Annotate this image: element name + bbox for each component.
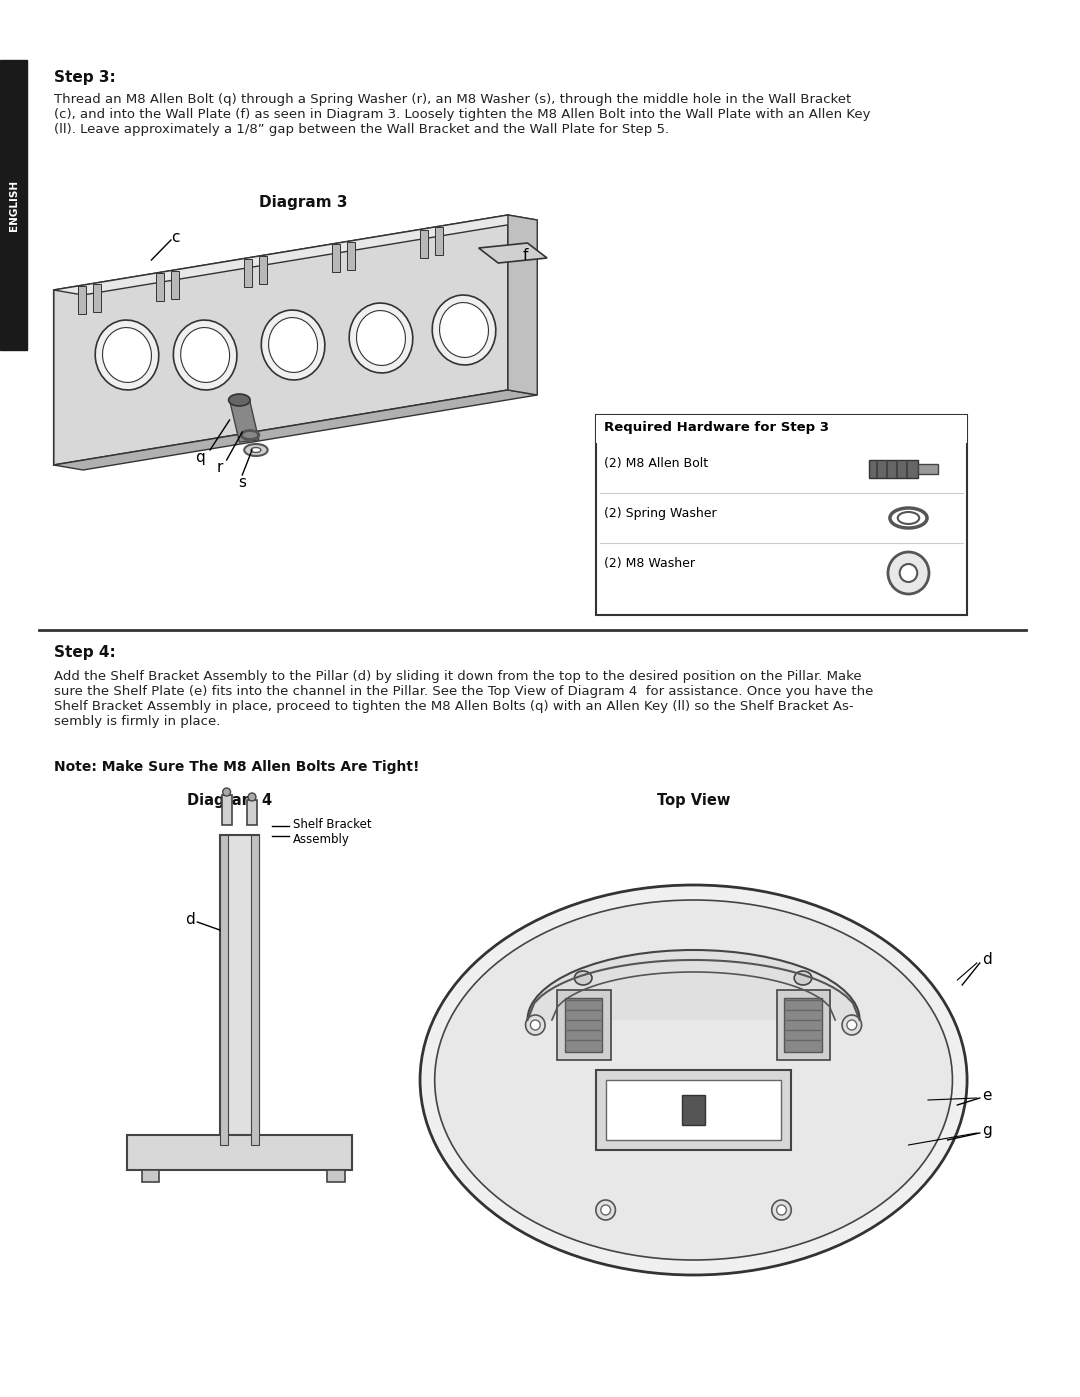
Text: ENGLISH: ENGLISH <box>9 179 18 231</box>
Ellipse shape <box>356 310 405 366</box>
Bar <box>127 1134 352 1171</box>
Text: e: e <box>982 1087 991 1102</box>
Text: Step 3:: Step 3: <box>54 70 116 85</box>
Text: q: q <box>195 450 205 465</box>
Ellipse shape <box>420 886 967 1275</box>
Bar <box>221 795 231 826</box>
Text: d: d <box>982 953 991 968</box>
Ellipse shape <box>432 295 496 365</box>
Text: Diagram 4: Diagram 4 <box>187 793 272 807</box>
Polygon shape <box>508 215 537 395</box>
Text: g: g <box>982 1123 991 1137</box>
Text: Thread an M8 Allen Bolt (q) through a Spring Washer (r), an M8 Washer (s), throu: Thread an M8 Allen Bolt (q) through a Sp… <box>54 94 870 136</box>
Bar <box>434 228 443 256</box>
Ellipse shape <box>174 320 237 390</box>
Text: (2) M8 Allen Bolt: (2) M8 Allen Bolt <box>604 457 707 469</box>
Ellipse shape <box>794 971 812 985</box>
Circle shape <box>596 1200 616 1220</box>
Text: Add the Shelf Bracket Assembly to the Pillar (d) by sliding it down from the top: Add the Shelf Bracket Assembly to the Pi… <box>54 671 873 728</box>
Bar <box>141 1171 159 1182</box>
Ellipse shape <box>248 793 256 800</box>
Polygon shape <box>230 398 259 441</box>
Ellipse shape <box>261 310 325 380</box>
Bar <box>918 464 937 474</box>
Bar <box>777 990 831 1060</box>
Bar <box>171 271 179 299</box>
Polygon shape <box>54 390 537 469</box>
Bar <box>606 1080 782 1140</box>
Bar <box>784 997 822 1052</box>
Ellipse shape <box>251 447 260 453</box>
Text: d: d <box>186 912 195 928</box>
Circle shape <box>842 1016 862 1035</box>
Bar <box>220 835 228 1146</box>
Bar <box>869 460 918 478</box>
Circle shape <box>526 1016 545 1035</box>
Text: Required Hardware for Step 3: Required Hardware for Step 3 <box>604 420 828 434</box>
Bar <box>347 242 354 270</box>
Ellipse shape <box>900 564 917 583</box>
Text: (2) Spring Washer: (2) Spring Washer <box>604 507 716 520</box>
Ellipse shape <box>95 320 159 390</box>
Bar <box>157 272 164 302</box>
Bar <box>251 835 259 1146</box>
Text: Top View: Top View <box>657 793 730 807</box>
Bar <box>498 1020 889 1140</box>
Text: s: s <box>239 475 246 490</box>
Circle shape <box>777 1206 786 1215</box>
Text: Diagram 3: Diagram 3 <box>258 196 347 210</box>
Ellipse shape <box>180 327 230 383</box>
Bar <box>681 1095 705 1125</box>
Bar <box>596 1070 792 1150</box>
Ellipse shape <box>103 327 151 383</box>
Bar <box>565 997 602 1052</box>
Bar <box>78 286 86 314</box>
Ellipse shape <box>269 317 318 373</box>
Circle shape <box>600 1206 610 1215</box>
Bar <box>93 284 100 312</box>
Polygon shape <box>54 215 508 465</box>
Text: c: c <box>171 229 179 244</box>
Bar <box>327 1171 345 1182</box>
Ellipse shape <box>229 394 251 407</box>
FancyBboxPatch shape <box>596 415 967 615</box>
Ellipse shape <box>888 552 929 594</box>
Bar <box>259 256 267 284</box>
Ellipse shape <box>434 900 953 1260</box>
Ellipse shape <box>527 950 860 1090</box>
Text: Step 4:: Step 4: <box>54 645 116 659</box>
Text: Note: Make Sure The M8 Allen Bolts Are Tight!: Note: Make Sure The M8 Allen Bolts Are T… <box>54 760 419 774</box>
Bar <box>557 990 610 1060</box>
Circle shape <box>847 1020 856 1030</box>
Ellipse shape <box>222 788 230 796</box>
Bar <box>596 415 967 443</box>
Bar <box>0 60 27 351</box>
Bar <box>333 244 340 272</box>
Ellipse shape <box>897 511 919 524</box>
Text: Shelf Bracket
Assembly: Shelf Bracket Assembly <box>293 819 372 847</box>
Ellipse shape <box>244 444 268 455</box>
Bar <box>244 258 252 286</box>
Polygon shape <box>478 243 548 263</box>
Text: f: f <box>523 247 528 263</box>
Circle shape <box>530 1020 540 1030</box>
Ellipse shape <box>575 971 592 985</box>
Text: (2) M8 Washer: (2) M8 Washer <box>604 557 694 570</box>
Ellipse shape <box>349 303 413 373</box>
Polygon shape <box>54 215 537 295</box>
Bar <box>247 800 257 826</box>
Ellipse shape <box>440 303 488 358</box>
Bar <box>220 835 259 1146</box>
Circle shape <box>772 1200 792 1220</box>
Text: r: r <box>217 460 222 475</box>
Bar <box>420 229 428 257</box>
